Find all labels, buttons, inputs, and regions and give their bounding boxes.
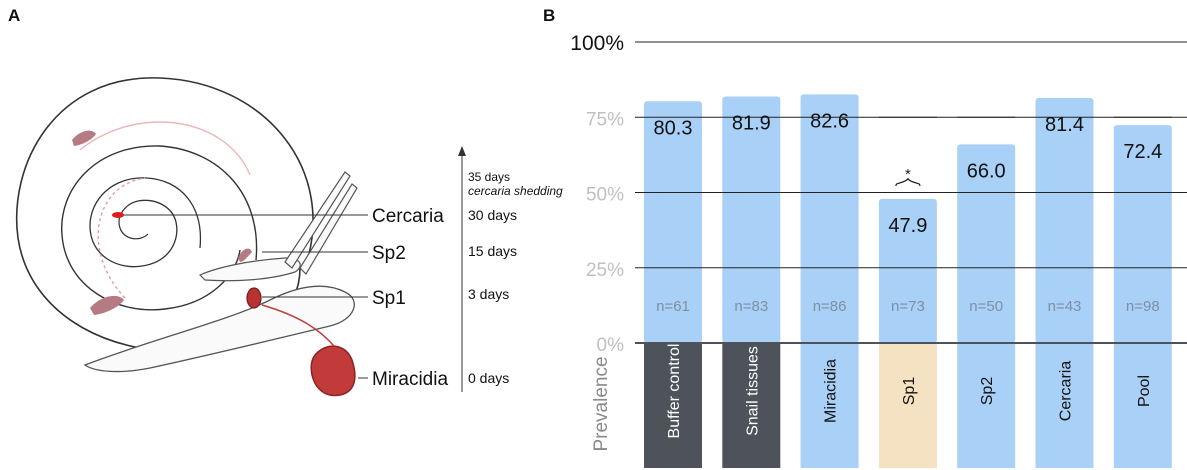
timeline-top-note: cercaria shedding: [468, 184, 563, 198]
lifecycle-trace-outer: [79, 121, 251, 176]
timeline-days-cercaria: 30 days: [468, 207, 517, 223]
x-category-label: Snail tissues: [744, 346, 761, 436]
infection-arrow: [261, 304, 335, 347]
significance-annotation: *: [895, 166, 921, 186]
bar-value-label: 80.3: [654, 117, 693, 139]
timeline-days-sp1: 3 days: [468, 286, 509, 302]
chart-bars: 80.3 n=61 81.9 n=83 82.6 n=86 47.9 n=73 66.0 n=50…: [644, 94, 1172, 344]
y-tick-label: 25%: [586, 260, 624, 281]
bar: [1035, 97, 1094, 344]
bar: [800, 94, 859, 344]
panel-a-label: A: [8, 6, 21, 25]
y-axis-tick-labels: 0% 25% 50% 75% 100%: [570, 32, 624, 356]
x-category-label: Sp1: [901, 377, 918, 406]
category-label-box: [1035, 343, 1094, 468]
stage-label-miracidia: Miracidia: [372, 369, 448, 390]
lifecycle-trace-inner: [97, 177, 146, 299]
sporocyst-1-shape: [246, 287, 262, 309]
category-label-box: [800, 343, 859, 468]
sporocyst-shape-upper: [72, 130, 96, 146]
bar: [1113, 125, 1172, 344]
x-category-label: Pool: [1136, 375, 1153, 407]
prevalence-axis-label: Prevalence: [591, 356, 612, 451]
stage-label-sp1: Sp1: [372, 288, 406, 309]
bar-value-label: 47.9: [888, 215, 927, 237]
sporocyst-2-shape: [238, 248, 252, 262]
category-label-box: [878, 343, 937, 468]
bar-value-label: 72.4: [1123, 141, 1162, 163]
snail-body: [83, 285, 355, 373]
bar-n-label: n=98: [1126, 298, 1160, 315]
stage-label-cercaria: Cercaria: [372, 206, 444, 227]
bar: [878, 198, 937, 343]
snail-shell-inner-whorl: [61, 145, 258, 311]
panel-b-label: B: [543, 6, 556, 25]
bar-value-label: 81.4: [1045, 114, 1084, 136]
snail-shell-center: [118, 200, 149, 240]
snail-tentacle-1: [284, 171, 351, 269]
bar-n-label: n=61: [656, 298, 690, 315]
miracidium-shape: [310, 345, 356, 397]
stage-label-sp2: Sp2: [372, 243, 406, 264]
snail-shell-core-whorl: [89, 177, 202, 268]
significance-brace: [895, 177, 921, 186]
category-label-box: [957, 343, 1016, 468]
timeline-top-days: 35 days: [468, 170, 510, 184]
bar-n-label: n=43: [1048, 298, 1082, 315]
y-tick-label: 75%: [586, 109, 624, 130]
y-tick-label: 0%: [597, 335, 625, 356]
bar-n-label: n=50: [969, 298, 1003, 315]
category-label-boxes: Buffer control Snail tissues Miracidia Sp1 S…: [644, 343, 1172, 468]
category-label-box: [644, 343, 702, 468]
cercaria-marker: [112, 212, 124, 218]
bar: [957, 144, 1016, 343]
x-category-label: Cercaria: [1058, 361, 1075, 422]
x-category-label: Buffer control: [666, 344, 683, 439]
y-tick-label: 50%: [586, 185, 624, 206]
y-tick-label: 100%: [570, 32, 624, 55]
bar-value-label: 66.0: [967, 160, 1006, 182]
significance-star: *: [905, 166, 911, 183]
bar: [722, 96, 781, 343]
bar: [644, 101, 702, 343]
bar-n-label: n=83: [734, 298, 768, 315]
bar-n-label: n=73: [891, 298, 925, 315]
snail-head: [198, 257, 301, 282]
bar-value-label: 81.9: [732, 112, 771, 134]
x-category-label: Sp2: [979, 377, 996, 406]
category-label-box: [722, 343, 781, 468]
bar-n-label: n=86: [813, 298, 847, 315]
timeline-days-sp2: 15 days: [468, 243, 517, 259]
sporocyst-shape-lower: [90, 295, 124, 315]
category-label-box: [1113, 343, 1172, 468]
timeline-arrowhead: [458, 146, 466, 156]
bar-value-label: 82.6: [810, 110, 849, 132]
x-category-label: Miracidia: [823, 359, 840, 423]
timeline-days-miracidia: 0 days: [468, 370, 509, 386]
